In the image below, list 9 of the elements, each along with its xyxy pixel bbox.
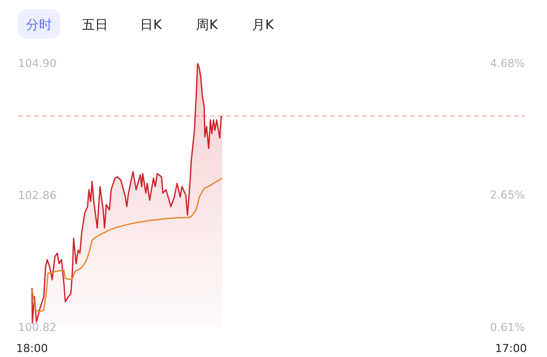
y2-tick-label: 4.68% [490, 57, 525, 70]
y2-tick-label: 0.61% [490, 321, 525, 334]
y-tick-label: 102.86 [18, 189, 56, 202]
y2-tick-label: 2.65% [490, 188, 525, 202]
tabs: 分时 五日 日K 周K 月K [18, 9, 274, 39]
y-tick-label: 100.82 [18, 321, 56, 334]
y-tick-label: 104.90 [18, 57, 56, 70]
x-tick-label: 18:00 [16, 342, 48, 355]
x-tick-label: 17:00 [495, 342, 527, 355]
